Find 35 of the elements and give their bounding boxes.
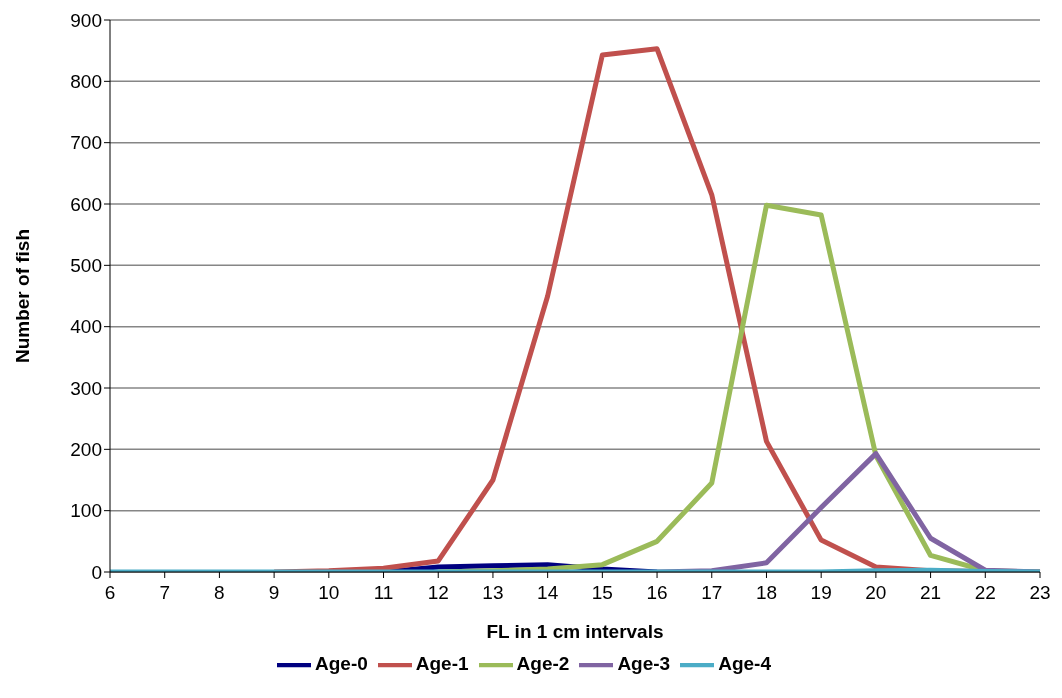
- x-tick-label: 9: [268, 582, 280, 604]
- x-tick-label: 20: [865, 582, 887, 604]
- x-tick-label: 11: [373, 582, 394, 604]
- x-tick-label: 19: [810, 582, 832, 604]
- y-tick-label: 800: [70, 71, 102, 93]
- y-axis-title: Number of fish: [11, 228, 33, 364]
- y-tick-label: 300: [70, 377, 102, 399]
- y-tick-label: 0: [91, 561, 102, 583]
- legend-label: Age-1: [415, 653, 469, 675]
- x-tick-label: 17: [701, 582, 723, 604]
- y-tick-label: 500: [70, 255, 102, 277]
- y-tick-label: 900: [70, 9, 102, 31]
- x-axis-title: FL in 1 cm intervals: [486, 621, 664, 642]
- legend-label: Age-0: [315, 653, 368, 675]
- x-tick-label: 22: [974, 582, 996, 604]
- x-tick-label: 23: [1029, 582, 1051, 604]
- y-tick-label: 200: [70, 439, 102, 461]
- x-tick-label: 12: [427, 582, 449, 604]
- x-tick-label: 7: [159, 582, 170, 604]
- y-tick-label: 700: [70, 132, 102, 154]
- legend-label: Age-2: [516, 653, 570, 675]
- legend-label: Age-4: [718, 653, 771, 675]
- x-tick-label: 8: [214, 582, 225, 604]
- y-tick-label: 400: [70, 316, 102, 338]
- x-tick-label: 15: [591, 582, 613, 604]
- x-tick-label: 18: [755, 582, 778, 604]
- x-tick-label: 14: [537, 582, 559, 604]
- x-tick-label: 13: [482, 582, 504, 604]
- legend-label: Age-3: [617, 653, 671, 675]
- y-tick-label: 600: [70, 193, 102, 215]
- x-tick-label: 16: [646, 582, 668, 604]
- y-tick-label: 100: [70, 500, 102, 522]
- x-tick-label: 10: [318, 582, 340, 604]
- x-tick-label: 21: [920, 582, 942, 604]
- x-tick-label: 6: [104, 582, 116, 604]
